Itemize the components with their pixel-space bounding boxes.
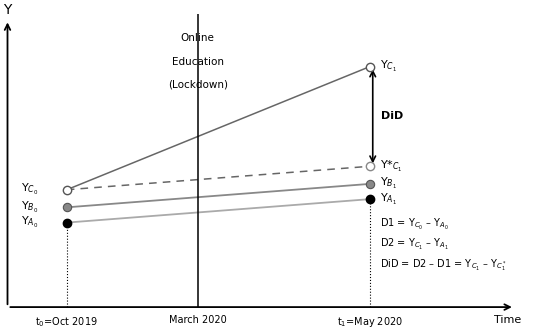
Text: Y$_{C_1}$: Y$_{C_1}$: [380, 59, 397, 74]
Text: t$_1$=May 2020: t$_1$=May 2020: [337, 315, 403, 329]
Text: Y$_{B_1}$: Y$_{B_1}$: [380, 176, 397, 191]
Text: t$_0$=Oct 2019: t$_0$=Oct 2019: [35, 315, 98, 329]
Text: Y$_{A_1}$: Y$_{A_1}$: [380, 192, 397, 207]
Text: Time: Time: [494, 315, 521, 325]
Text: Education: Education: [172, 57, 224, 67]
Text: Y*$_{C_1}$: Y*$_{C_1}$: [380, 159, 402, 174]
Text: DiD = D2 – D1 = Y$_{C_1}$ – Y$_{C^*_1}$: DiD = D2 – D1 = Y$_{C_1}$ – Y$_{C^*_1}$: [380, 257, 506, 272]
Text: Y$_{C_0}$: Y$_{C_0}$: [21, 182, 39, 197]
Text: (Lockdown): (Lockdown): [168, 80, 228, 90]
Text: Y$_{B_0}$: Y$_{B_0}$: [21, 200, 39, 215]
Text: Y$_{A_0}$: Y$_{A_0}$: [21, 215, 39, 230]
Text: DiD: DiD: [381, 112, 403, 121]
Text: March 2020: March 2020: [169, 315, 227, 325]
Text: Online: Online: [181, 33, 215, 43]
Text: Y: Y: [3, 3, 12, 17]
Text: D1 = Y$_{C_0}$ – Y$_{A_0}$: D1 = Y$_{C_0}$ – Y$_{A_0}$: [380, 217, 448, 232]
Text: D2 = Y$_{C_1}$ – Y$_{A_1}$: D2 = Y$_{C_1}$ – Y$_{A_1}$: [380, 237, 448, 252]
